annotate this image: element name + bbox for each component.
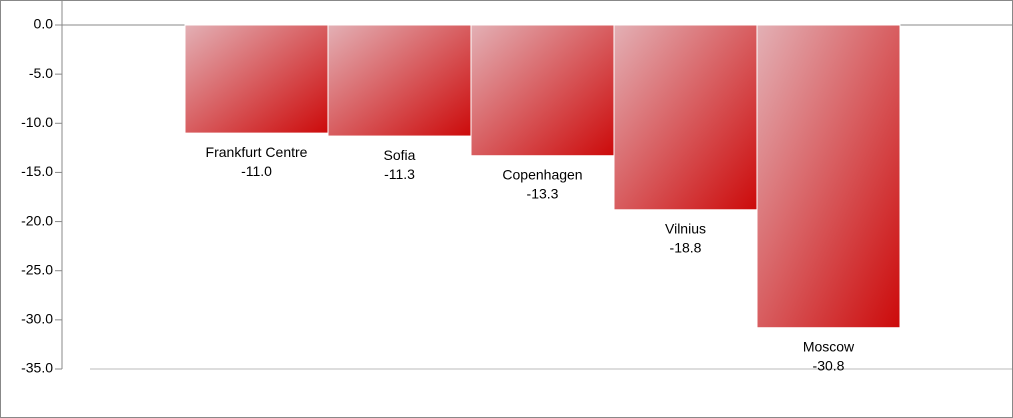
value-label: -11.0 <box>241 163 272 179</box>
y-tick-label: -10.0 <box>21 114 53 130</box>
category-label: Copenhagen <box>502 166 582 182</box>
bar <box>184 24 329 134</box>
category-label: Frankfurt Centre <box>206 144 308 160</box>
category-label: Vilnius <box>665 220 706 236</box>
value-label: -30.8 <box>813 357 845 373</box>
bar <box>613 24 758 211</box>
y-tick-label: -30.0 <box>21 311 53 327</box>
y-tick-label: -15.0 <box>21 163 53 179</box>
y-tick-label: -25.0 <box>21 261 53 277</box>
category-label: Sofia <box>384 147 416 163</box>
bar <box>756 24 901 329</box>
value-label: -11.3 <box>384 166 415 182</box>
y-tick-label: 0.0 <box>34 16 54 32</box>
category-label: Moscow <box>803 338 855 354</box>
value-label: -18.8 <box>670 239 702 255</box>
y-tick-label: -35.0 <box>21 360 53 376</box>
bar <box>327 24 472 137</box>
y-tick-label: -20.0 <box>21 212 53 228</box>
y-tick-label: -5.0 <box>29 65 53 81</box>
bar <box>470 24 615 157</box>
value-label: -13.3 <box>527 185 559 201</box>
